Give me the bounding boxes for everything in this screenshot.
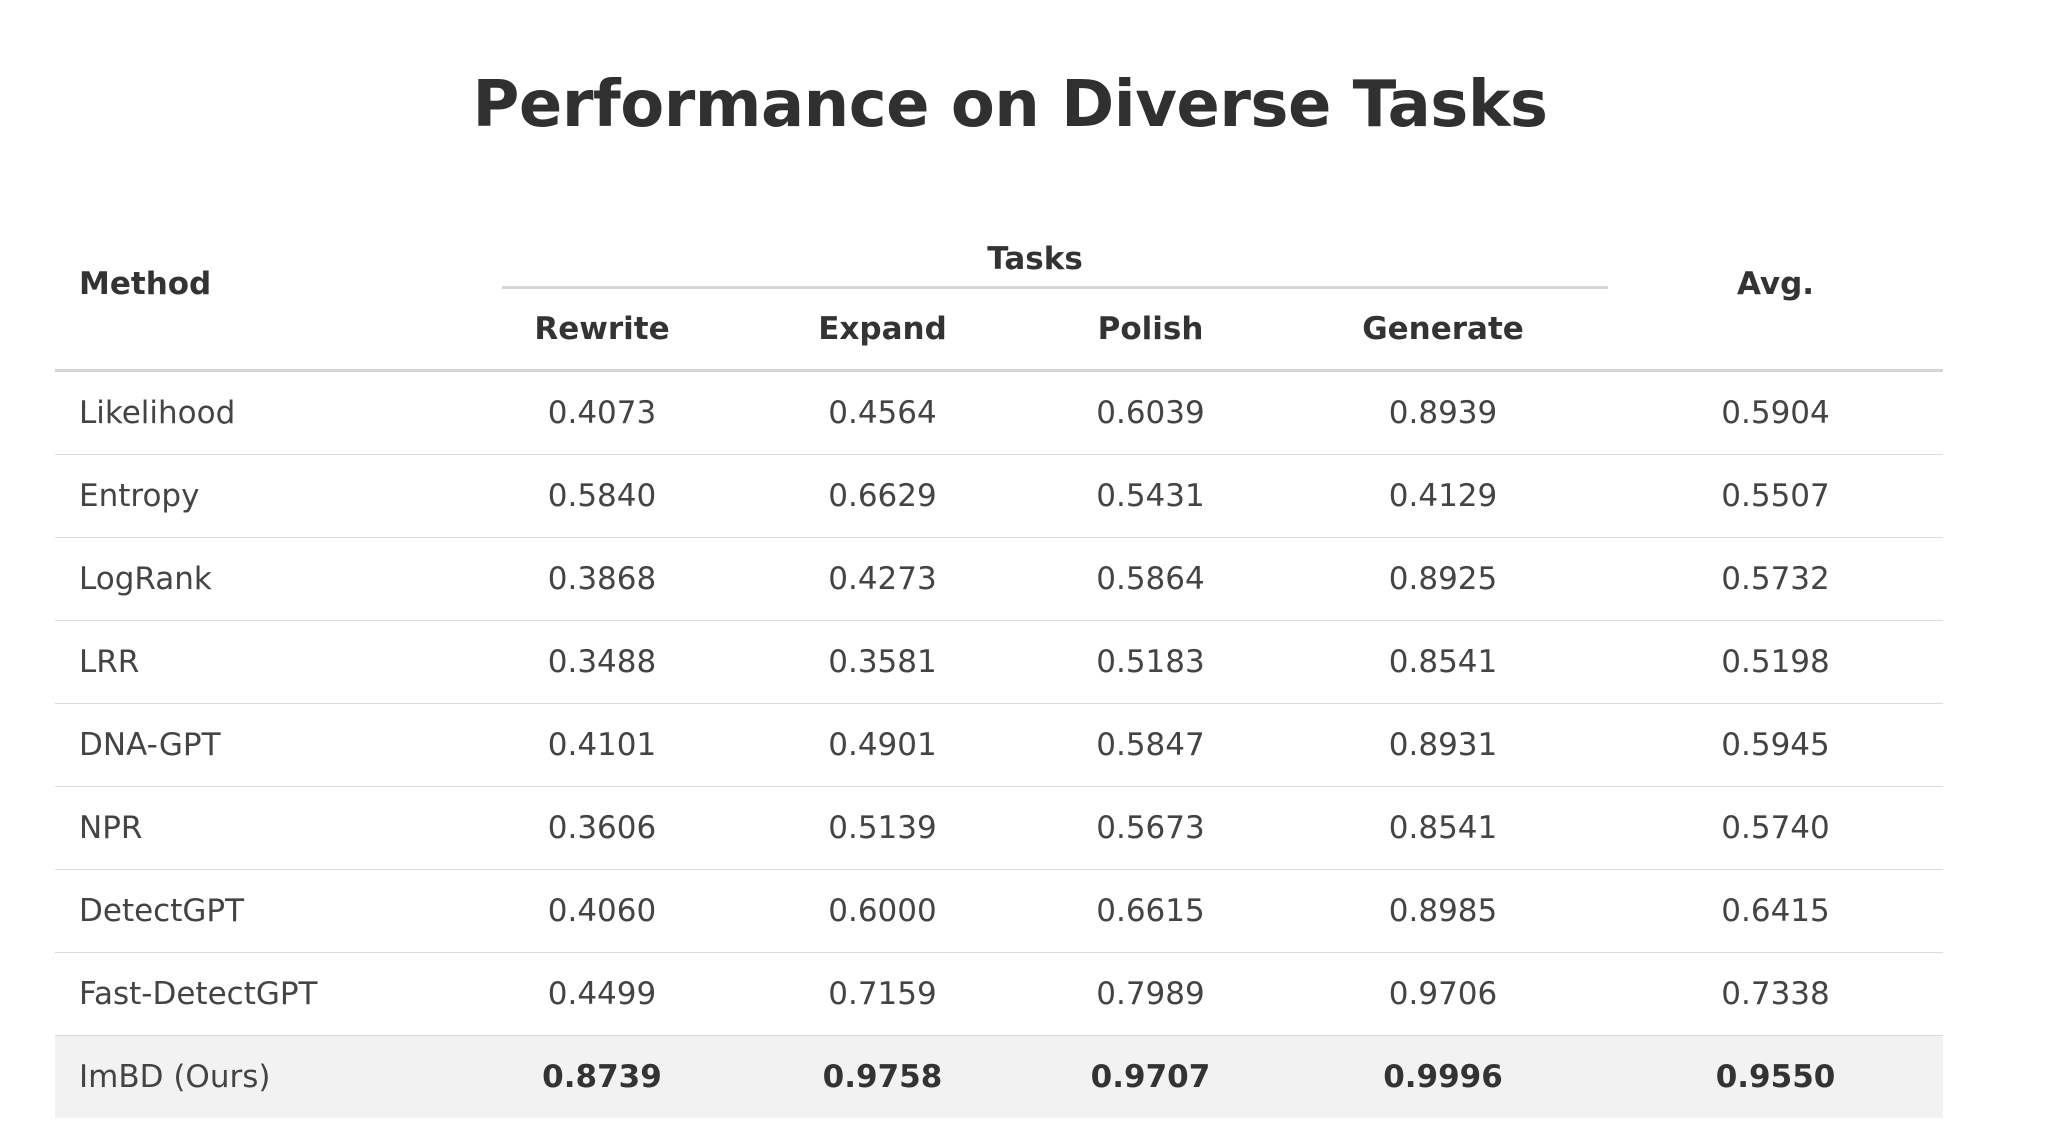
page-title: Performance on Diverse Tasks	[472, 68, 1549, 142]
value-cell: 0.5840	[462, 454, 742, 538]
method-cell: LogRank	[55, 537, 462, 621]
task-header-generate: Generate	[1278, 289, 1609, 372]
avg-cell: 0.5198	[1608, 620, 1944, 704]
table-row: DetectGPT 0.4060 0.6000 0.6615 0.8985 0.…	[55, 869, 1944, 953]
avg-cell: 0.5740	[1608, 786, 1944, 870]
avg-cell: 0.9550	[1608, 1035, 1944, 1118]
value-cell: 0.8739	[462, 1035, 742, 1118]
method-cell: DetectGPT	[55, 869, 462, 953]
value-cell: 0.5431	[1023, 454, 1278, 538]
value-cell: 0.8985	[1278, 869, 1609, 953]
value-cell: 0.5673	[1023, 786, 1278, 870]
table-header: Method Tasks Avg. Rewrite Expand Polish …	[55, 198, 1944, 372]
value-cell: 0.5864	[1023, 537, 1278, 621]
avg-cell: 0.7338	[1608, 952, 1944, 1036]
value-cell: 0.8541	[1278, 620, 1609, 704]
value-cell: 0.4060	[462, 869, 742, 953]
method-cell: ImBD (Ours)	[55, 1035, 462, 1118]
value-cell: 0.4073	[462, 370, 742, 455]
method-cell: NPR	[55, 786, 462, 870]
avg-header: Avg.	[1608, 198, 1944, 372]
table-row: LRR 0.3488 0.3581 0.5183 0.8541 0.5198	[55, 620, 1944, 704]
avg-cell: 0.5945	[1608, 703, 1944, 787]
method-header: Method	[55, 198, 462, 372]
value-cell: 0.3581	[742, 620, 1023, 704]
avg-cell: 0.5507	[1608, 454, 1944, 538]
method-cell: Entropy	[55, 454, 462, 538]
value-cell: 0.8939	[1278, 370, 1609, 455]
value-cell: 0.3868	[462, 537, 742, 621]
value-cell: 0.9707	[1023, 1035, 1278, 1118]
value-cell: 0.6039	[1023, 370, 1278, 455]
method-cell: LRR	[55, 620, 462, 704]
value-cell: 0.8931	[1278, 703, 1609, 787]
avg-cell: 0.5732	[1608, 537, 1944, 621]
results-table: Method Tasks Avg. Rewrite Expand Polish …	[55, 198, 1944, 1118]
value-cell: 0.9996	[1278, 1035, 1609, 1118]
value-cell: 0.4564	[742, 370, 1023, 455]
value-cell: 0.4901	[742, 703, 1023, 787]
value-cell: 0.9706	[1278, 952, 1609, 1036]
table-row: Likelihood 0.4073 0.4564 0.6039 0.8939 0…	[55, 370, 1944, 455]
task-header-expand: Expand	[742, 289, 1023, 372]
avg-cell: 0.5904	[1608, 370, 1944, 455]
table-row: DNA-GPT 0.4101 0.4901 0.5847 0.8931 0.59…	[55, 703, 1944, 787]
table-row: Fast-DetectGPT 0.4499 0.7159 0.7989 0.97…	[55, 952, 1944, 1036]
value-cell: 0.8541	[1278, 786, 1609, 870]
table-row: NPR 0.3606 0.5139 0.5673 0.8541 0.5740	[55, 786, 1944, 870]
tasks-group-rule	[502, 286, 1609, 289]
table-body: Likelihood 0.4073 0.4564 0.6039 0.8939 0…	[55, 370, 1944, 1118]
task-header-rewrite: Rewrite	[462, 289, 742, 372]
method-cell: DNA-GPT	[55, 703, 462, 787]
value-cell: 0.6615	[1023, 869, 1278, 953]
method-cell: Likelihood	[55, 370, 462, 455]
task-header-polish: Polish	[1023, 289, 1278, 372]
value-cell: 0.3606	[462, 786, 742, 870]
value-cell: 0.6000	[742, 869, 1023, 953]
value-cell: 0.5139	[742, 786, 1023, 870]
method-cell: Fast-DetectGPT	[55, 952, 462, 1036]
value-cell: 0.5847	[1023, 703, 1278, 787]
table-row: Entropy 0.5840 0.6629 0.5431 0.4129 0.55…	[55, 454, 1944, 538]
value-cell: 0.4273	[742, 537, 1023, 621]
table-row: LogRank 0.3868 0.4273 0.5864 0.8925 0.57…	[55, 537, 1944, 621]
results-table-container: Method Tasks Avg. Rewrite Expand Polish …	[55, 198, 1944, 1118]
value-cell: 0.4101	[462, 703, 742, 787]
value-cell: 0.7989	[1023, 952, 1278, 1036]
tasks-group-header: Tasks	[462, 198, 1609, 289]
tasks-group-label: Tasks	[987, 241, 1083, 277]
value-cell: 0.5183	[1023, 620, 1278, 704]
avg-cell: 0.6415	[1608, 869, 1944, 953]
value-cell: 0.8925	[1278, 537, 1609, 621]
value-cell: 0.4129	[1278, 454, 1609, 538]
value-cell: 0.9758	[742, 1035, 1023, 1118]
table-row-highlighted: ImBD (Ours) 0.8739 0.9758 0.9707 0.9996 …	[55, 1035, 1944, 1118]
value-cell: 0.6629	[742, 454, 1023, 538]
value-cell: 0.4499	[462, 952, 742, 1036]
value-cell: 0.7159	[742, 952, 1023, 1036]
value-cell: 0.3488	[462, 620, 742, 704]
